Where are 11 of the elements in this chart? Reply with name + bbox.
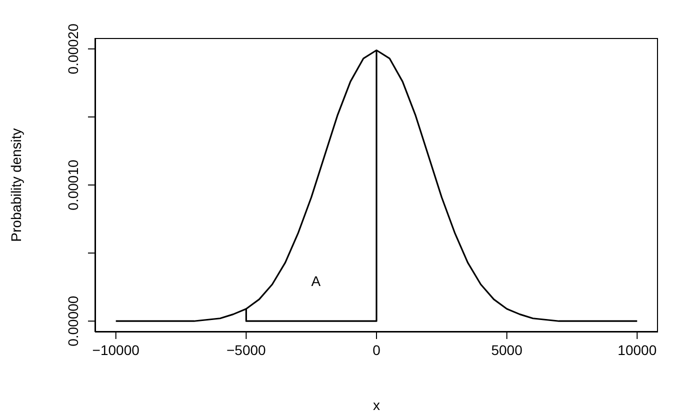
x-tick-label: 5000	[491, 342, 523, 358]
y-tick-label: 0.00020	[65, 23, 81, 74]
x-tick-label: 0	[372, 342, 381, 358]
x-tick-label: −10000	[92, 342, 140, 358]
y-tick-label: 0.00010	[65, 159, 81, 210]
annotation: A	[311, 273, 321, 290]
y-tick-label: 0.00000	[65, 296, 81, 346]
y-axis-title: Probability density	[8, 128, 24, 242]
x-tick-label: −5000	[226, 342, 266, 358]
x-tick-label: 10000	[618, 342, 657, 358]
x-axis-title: x	[373, 397, 380, 413]
